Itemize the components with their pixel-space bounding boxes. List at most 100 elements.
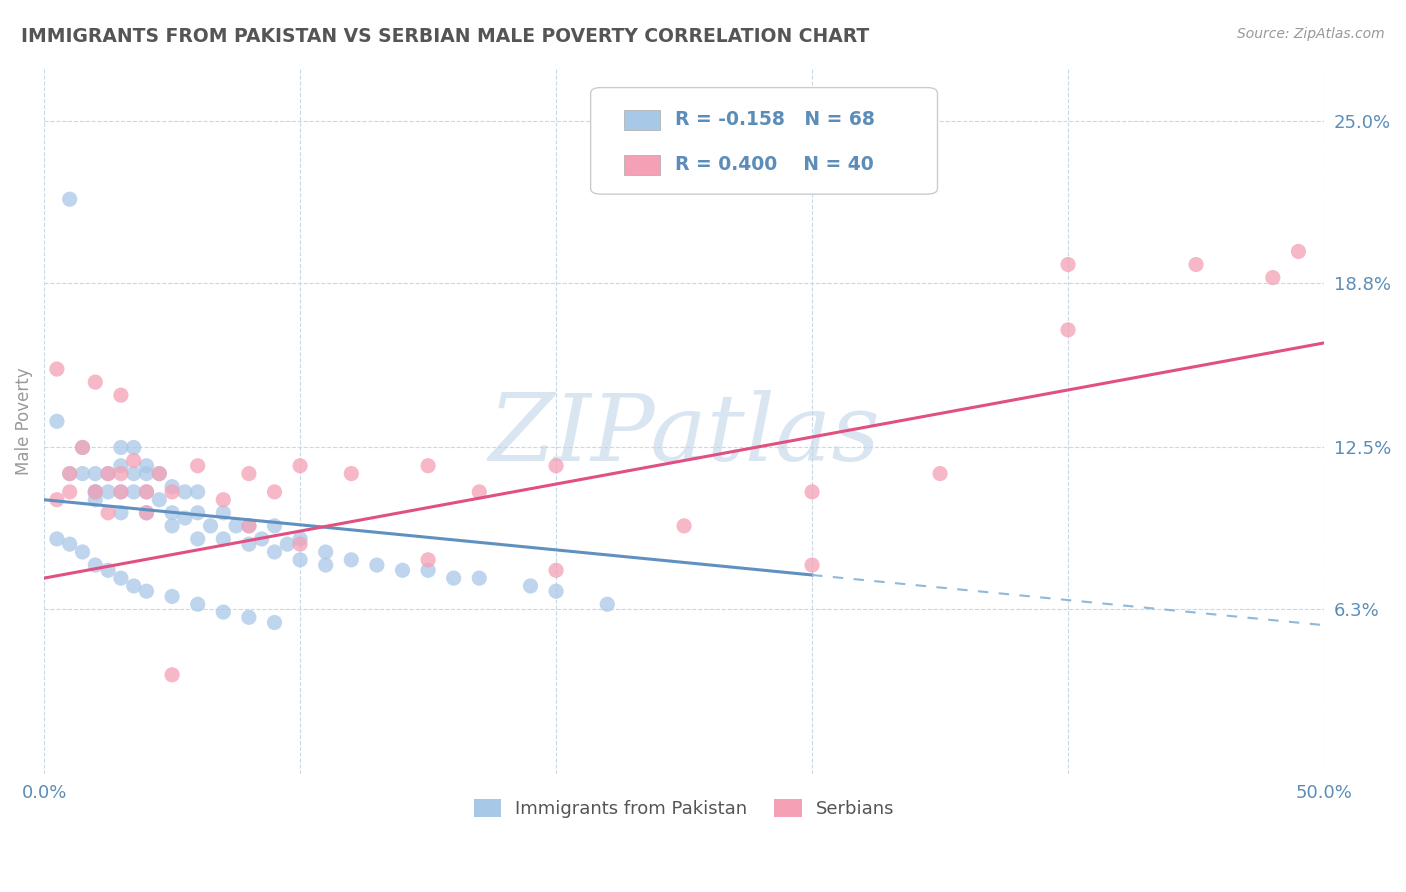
Point (263, 615, 285, 630)
Point (160, 480, 183, 494)
Point (212, 532, 235, 546)
Point (187, 484, 209, 499)
Point (148, 492, 170, 507)
Point (315, 558, 337, 572)
Point (519, 579, 541, 593)
Point (122, 441, 145, 455)
FancyBboxPatch shape (624, 155, 659, 175)
Point (174, 511, 197, 525)
Point (135, 506, 157, 520)
Point (340, 467, 363, 481)
Point (1286, 244, 1309, 259)
Y-axis label: Male Poverty: Male Poverty (15, 368, 32, 475)
Point (122, 467, 145, 481)
Point (238, 467, 260, 481)
Point (801, 558, 824, 572)
Point (250, 532, 273, 546)
Point (160, 668, 183, 682)
Point (148, 467, 170, 481)
Point (59, 467, 82, 481)
Point (443, 571, 465, 585)
Point (72, 441, 94, 455)
Point (416, 553, 439, 567)
Point (416, 458, 439, 473)
Point (673, 519, 696, 533)
Point (1185, 258, 1208, 272)
Point (546, 584, 568, 599)
Point (596, 597, 619, 611)
Point (416, 563, 439, 577)
Point (315, 545, 337, 559)
Point (45, 532, 67, 546)
Point (263, 484, 285, 499)
Point (110, 571, 132, 585)
Point (1057, 323, 1080, 337)
Point (45, 414, 67, 428)
Point (340, 553, 363, 567)
Point (160, 506, 183, 520)
Text: R = -0.158   N = 68: R = -0.158 N = 68 (675, 111, 875, 129)
Point (468, 484, 491, 499)
Point (238, 610, 260, 624)
Point (801, 484, 824, 499)
Point (288, 537, 311, 551)
Point (288, 532, 311, 546)
Point (59, 192, 82, 206)
FancyBboxPatch shape (624, 110, 659, 129)
Point (148, 467, 170, 481)
Point (1057, 258, 1080, 272)
Point (160, 519, 183, 533)
Point (97, 563, 120, 577)
Point (110, 467, 132, 481)
Point (135, 584, 157, 599)
Point (72, 467, 94, 481)
Point (135, 484, 157, 499)
Point (212, 605, 235, 619)
Point (929, 467, 952, 481)
Point (160, 590, 183, 604)
Point (97, 467, 120, 481)
Point (45, 362, 67, 376)
Point (110, 458, 132, 473)
Point (212, 492, 235, 507)
Point (72, 441, 94, 455)
Point (546, 458, 568, 473)
Point (135, 506, 157, 520)
Point (97, 467, 120, 481)
Point (276, 537, 298, 551)
Point (200, 519, 222, 533)
Point (59, 537, 82, 551)
Point (263, 545, 285, 559)
Point (238, 519, 260, 533)
Point (288, 553, 311, 567)
Point (59, 467, 82, 481)
Point (97, 506, 120, 520)
Point (122, 453, 145, 467)
Point (187, 506, 209, 520)
Point (122, 579, 145, 593)
Text: R = 0.400    N = 40: R = 0.400 N = 40 (675, 155, 875, 174)
Point (110, 388, 132, 402)
Point (1261, 270, 1284, 285)
Point (110, 441, 132, 455)
Point (366, 558, 388, 572)
Point (187, 458, 209, 473)
Point (212, 506, 235, 520)
Point (110, 506, 132, 520)
Point (84, 375, 107, 389)
FancyBboxPatch shape (591, 87, 938, 194)
Text: Source: ZipAtlas.com: Source: ZipAtlas.com (1237, 27, 1385, 41)
Point (135, 484, 157, 499)
Point (97, 484, 120, 499)
Point (135, 458, 157, 473)
Point (288, 458, 311, 473)
Text: IMMIGRANTS FROM PAKISTAN VS SERBIAN MALE POVERTY CORRELATION CHART: IMMIGRANTS FROM PAKISTAN VS SERBIAN MALE… (21, 27, 869, 45)
Point (546, 563, 568, 577)
Point (187, 597, 209, 611)
Text: ZIPatlas: ZIPatlas (488, 391, 880, 481)
Point (122, 484, 145, 499)
Point (84, 484, 107, 499)
Point (160, 484, 183, 499)
Point (84, 467, 107, 481)
Point (391, 563, 413, 577)
